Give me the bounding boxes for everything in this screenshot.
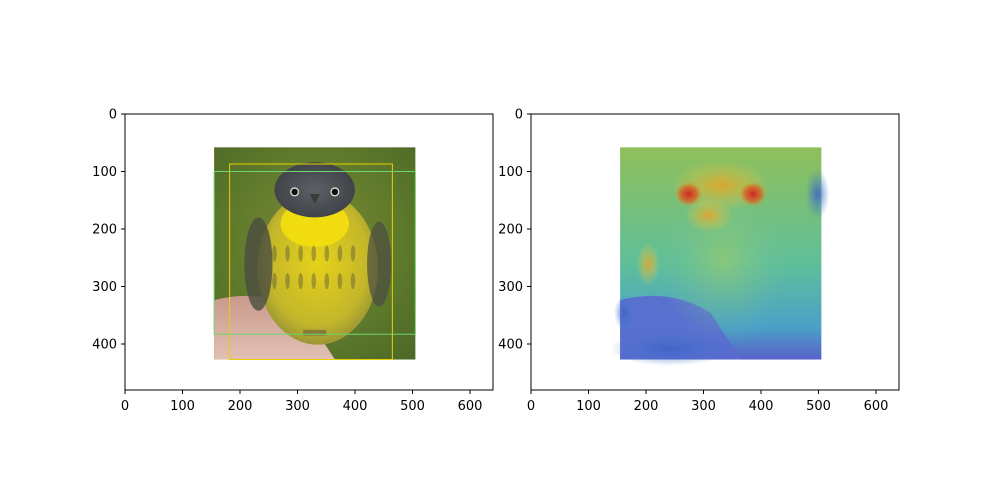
breast-streak <box>311 272 317 290</box>
left-wing <box>244 217 273 311</box>
y-tick-label: 400 <box>92 338 117 353</box>
breast-streak <box>298 272 303 290</box>
y-tick-label: 0 <box>109 108 117 123</box>
right-wing <box>367 221 392 307</box>
x-tick-label: 100 <box>170 399 195 414</box>
hot-region-right-eye <box>738 181 768 207</box>
y-tick-label: 200 <box>92 223 117 238</box>
cool-region-left <box>614 295 635 330</box>
eye <box>291 188 298 196</box>
heatmap-panel: 0 100 200 300 400 500 600 0 100 200 300 400 <box>498 108 900 415</box>
breast-streak <box>324 245 330 262</box>
bird-figure <box>214 162 392 360</box>
warm-region-wing <box>636 242 661 286</box>
heatmap-overlay-image <box>610 147 830 366</box>
breast-streak <box>337 245 343 262</box>
y-tick-label: 400 <box>498 338 523 353</box>
bounding-boxes <box>213 163 416 361</box>
breast-streak <box>350 245 356 262</box>
x-tick-label: 0 <box>527 399 535 414</box>
yellow-bounding-box <box>229 163 393 361</box>
bird-head <box>274 162 355 218</box>
y-tick-label: 200 <box>498 223 523 238</box>
y-tick-label: 300 <box>92 280 117 295</box>
green-bounding-box <box>213 171 416 335</box>
y-tick-label: 0 <box>515 108 523 123</box>
breast-streak <box>337 272 343 290</box>
axis-ticks: 0 100 200 300 400 500 600 0 100 200 300 400 <box>92 108 482 415</box>
x-tick-label: 500 <box>806 399 831 414</box>
x-tick-label: 300 <box>691 399 716 414</box>
hand-shape <box>214 295 335 360</box>
x-tick-label: 400 <box>343 399 368 414</box>
x-tick-label: 0 <box>121 399 129 414</box>
axis-ticks: 0 100 200 300 400 500 600 0 100 200 300 400 <box>498 108 888 415</box>
breast-streak <box>272 272 277 290</box>
cool-region-bottom <box>610 331 731 366</box>
breast-streak <box>298 245 303 262</box>
x-tick-label: 400 <box>749 399 774 414</box>
x-tick-label: 200 <box>228 399 253 414</box>
breast-streak <box>272 245 277 262</box>
x-tick-label: 200 <box>634 399 659 414</box>
hot-region-left-eye <box>674 181 703 207</box>
warm-region-throat <box>684 198 733 233</box>
bird-photo <box>214 147 416 360</box>
original-image-panel: 0 100 200 300 400 500 600 0 100 200 300 400 <box>92 108 494 415</box>
bird-body <box>663 191 784 345</box>
axes-frame <box>124 113 494 391</box>
beak <box>309 194 320 204</box>
feet <box>303 329 327 336</box>
x-tick-label: 600 <box>458 399 483 414</box>
breast-streak <box>311 245 317 262</box>
axes-frame <box>530 113 900 391</box>
breast-streak <box>350 272 356 290</box>
breast-streak <box>324 272 330 290</box>
cool-region-right <box>805 168 830 220</box>
breast-streak <box>285 245 290 262</box>
breast-streak <box>285 272 290 290</box>
y-tick-label: 100 <box>92 165 117 180</box>
x-tick-label: 300 <box>285 399 310 414</box>
eye <box>331 188 339 196</box>
y-tick-label: 300 <box>498 280 523 295</box>
x-tick-label: 100 <box>576 399 601 414</box>
y-tick-label: 100 <box>498 165 523 180</box>
x-tick-label: 500 <box>400 399 425 414</box>
x-tick-label: 600 <box>864 399 889 414</box>
